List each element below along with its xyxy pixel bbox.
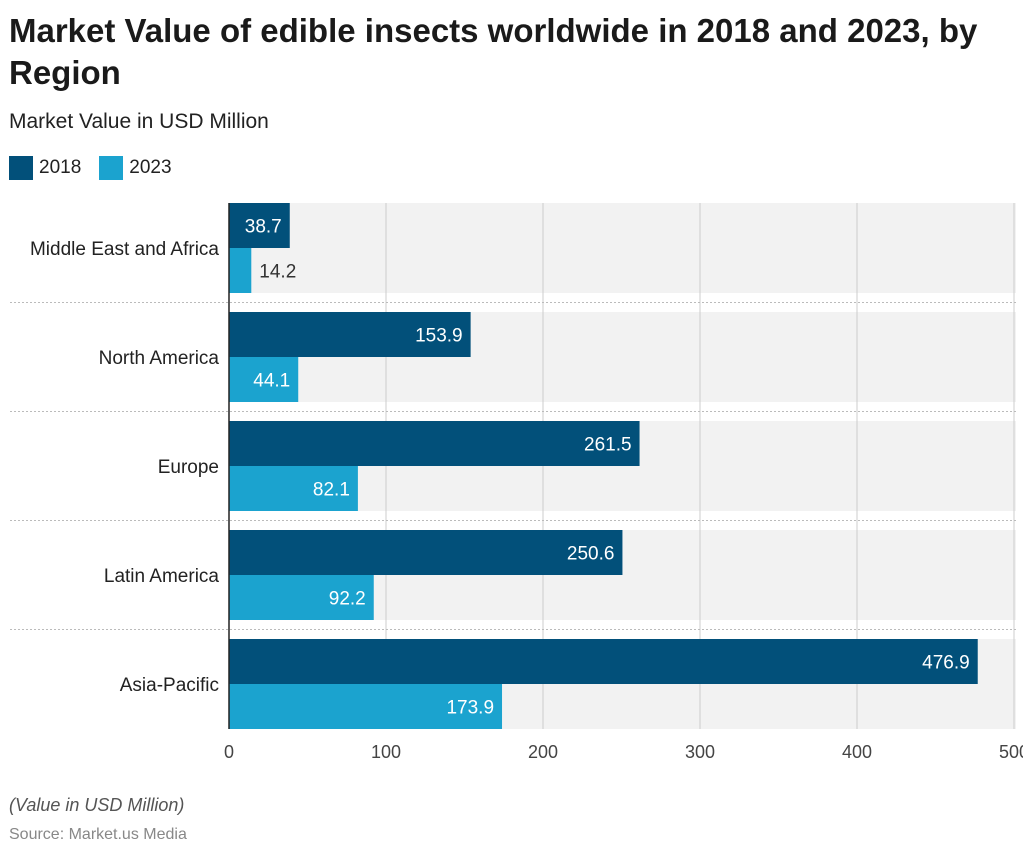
source: Source: Market.us Media xyxy=(9,826,187,843)
legend: 2018 2023 xyxy=(9,156,172,180)
legend-swatch-2018 xyxy=(9,156,33,180)
bar-2023 xyxy=(229,357,299,402)
category-label: North America xyxy=(99,348,220,369)
bar-2018 xyxy=(229,312,471,357)
data-label-2018: 153.9 xyxy=(415,326,463,347)
bar-2018 xyxy=(229,203,290,248)
data-label-2023: 92.2 xyxy=(329,589,366,610)
x-tick-label: 100 xyxy=(371,742,401,762)
category-label: Middle East and Africa xyxy=(30,239,219,260)
chart-title: Market Value of edible insects worldwide… xyxy=(9,12,978,91)
legend-swatch-2023 xyxy=(99,156,124,180)
data-label-2018: 261.5 xyxy=(584,435,632,456)
x-tick-label: 400 xyxy=(842,742,872,762)
bar-2018 xyxy=(229,421,640,466)
bar-2018 xyxy=(229,530,623,575)
data-label-2023: 82.1 xyxy=(313,480,350,501)
category-label: Asia-Pacific xyxy=(120,675,219,696)
category-label: Europe xyxy=(158,457,219,478)
category-band xyxy=(229,203,1016,293)
legend-item-2023: 2023 xyxy=(99,156,172,180)
legend-label-2018: 2018 xyxy=(39,157,82,178)
value-note: (Value in USD Million) xyxy=(9,795,185,815)
bar-2023 xyxy=(229,248,252,293)
data-label-2023: 14.2 xyxy=(259,262,296,283)
legend-label-2023: 2023 xyxy=(129,157,172,178)
data-label-2018: 250.6 xyxy=(567,544,615,565)
x-tick-label: 300 xyxy=(685,742,715,762)
data-label-2018: 476.9 xyxy=(922,653,970,674)
category-label: Latin America xyxy=(104,566,220,587)
data-label-2023: 44.1 xyxy=(253,371,290,392)
bar-2023 xyxy=(229,466,358,511)
bar-2023 xyxy=(229,684,503,729)
legend-item-2018: 2018 xyxy=(9,156,81,180)
bar-2023 xyxy=(229,575,374,620)
x-tick-label: 200 xyxy=(528,742,558,762)
x-tick-label: 500 xyxy=(999,742,1023,762)
x-tick-label: 0 xyxy=(224,742,234,762)
chart-subtitle: Market Value in USD Million xyxy=(9,110,269,133)
data-label-2018: 38.7 xyxy=(245,217,282,238)
bar-2018 xyxy=(229,639,978,684)
data-label-2023: 173.9 xyxy=(446,698,494,719)
